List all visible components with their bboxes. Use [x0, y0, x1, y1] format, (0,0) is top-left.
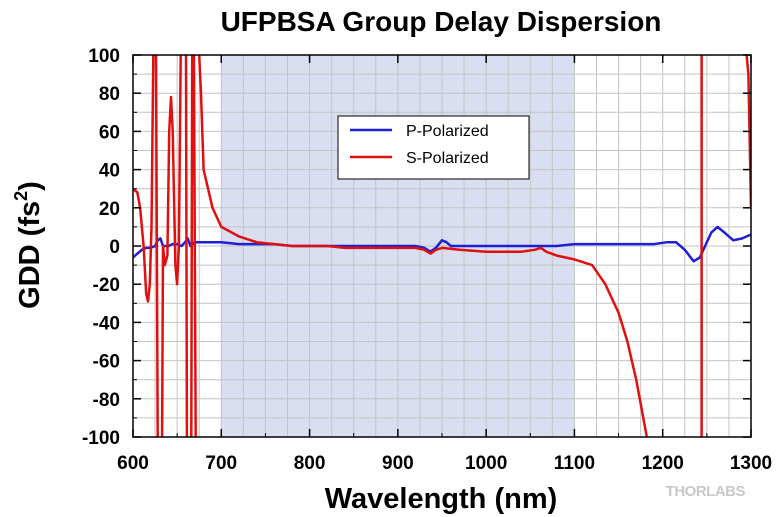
x-axis-title: Wavelength (nm)	[325, 483, 558, 515]
y-tick-label: -100	[82, 428, 120, 449]
legend: P-Polarized S-Polarized	[337, 115, 530, 180]
y-axis-title-main: GDD (fs	[14, 201, 46, 309]
y-tick-label: -60	[93, 352, 120, 373]
thorlabs-logo: THORLABS	[666, 483, 746, 500]
y-tick-labels: -100 -80 -60 -40 -20 0 20 40 60 80 100	[82, 46, 120, 449]
y-tick-label: 60	[99, 122, 120, 143]
x-tick-labels: 600 700 800 900 1000 1100 1200 1300	[117, 453, 772, 474]
x-tick-label: 600	[117, 453, 149, 474]
y-axis-title-close: )	[14, 181, 46, 191]
x-tick-label: 1200	[642, 453, 684, 474]
x-tick-label: 1300	[730, 453, 772, 474]
x-tick-label: 700	[205, 453, 237, 474]
x-tick-label: 1100	[554, 453, 595, 474]
series-layer	[133, 55, 751, 437]
axis-ticks	[132, 54, 752, 438]
grid-lines	[133, 55, 751, 437]
legend-label-p-polarized: P-Polarized	[406, 123, 489, 140]
x-tick-label: 800	[294, 453, 326, 474]
y-tick-label: 100	[88, 46, 120, 67]
y-tick-label: 0	[109, 237, 120, 258]
series-line-p-polarized	[133, 225, 751, 263]
y-tick-label: 80	[99, 84, 120, 105]
series-line-s-polarized	[133, 55, 751, 437]
legend-box	[337, 115, 530, 180]
y-axis-title: GDD (fs2)	[11, 181, 46, 309]
legend-label-s-polarized: S-Polarized	[406, 150, 489, 167]
y-axis-title-superscript: 2	[11, 191, 31, 201]
y-tick-label: -40	[93, 313, 120, 334]
y-tick-label: -80	[93, 390, 120, 411]
chart-title: UFPBSA Group Delay Dispersion	[221, 6, 662, 37]
y-tick-label: 20	[99, 199, 120, 220]
x-tick-label: 1000	[465, 453, 507, 474]
y-tick-label: -20	[93, 275, 120, 296]
y-tick-label: 40	[99, 161, 120, 182]
x-tick-label: 900	[382, 453, 414, 474]
